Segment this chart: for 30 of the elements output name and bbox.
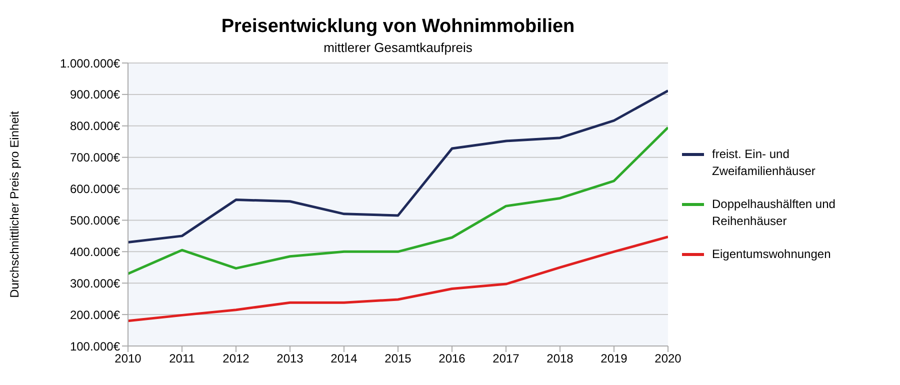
legend-label: freist. Ein- und Zweifamilienhäuser bbox=[712, 146, 816, 180]
chart-title: Preisentwicklung von Wohnimmobilien bbox=[220, 15, 576, 38]
legend-label: Eigentumswohnungen bbox=[712, 246, 831, 263]
y-axis-title: Durchschnittlicher Preis pro Einheit bbox=[7, 110, 22, 298]
y-tick-label: 100.000€ bbox=[70, 339, 120, 354]
y-tick-label: 900.000€ bbox=[70, 88, 120, 102]
y-tick-label: 800.000€ bbox=[70, 119, 120, 134]
x-tick-label: 2020 bbox=[654, 352, 682, 366]
y-tick-label: 200.000€ bbox=[70, 308, 120, 322]
y-tick-label: 600.000€ bbox=[70, 182, 120, 196]
y-tick-label: 500.000€ bbox=[70, 213, 120, 228]
x-tick-label: 2011 bbox=[169, 352, 196, 366]
y-tick-label: 1.000.000€ bbox=[60, 56, 120, 70]
line-series bbox=[128, 89, 668, 244]
y-tick-label: 300.000€ bbox=[70, 276, 120, 290]
line-series bbox=[128, 236, 668, 322]
x-tick-label: 2015 bbox=[384, 352, 412, 366]
line-series bbox=[128, 126, 668, 275]
x-tick-label: 2012 bbox=[222, 352, 250, 366]
x-tick-label: 2010 bbox=[114, 352, 142, 366]
y-tick-label: 700.000€ bbox=[70, 150, 120, 165]
x-tick-label: 2018 bbox=[546, 352, 574, 366]
y-tick-label: 400.000€ bbox=[70, 244, 120, 259]
x-tick-label: 2017 bbox=[492, 352, 520, 366]
x-tick-label: 2019 bbox=[600, 352, 628, 366]
x-tick-label: 2016 bbox=[438, 352, 466, 366]
x-tick-label: 2013 bbox=[276, 352, 304, 366]
chart-subtitle: mittlerer Gesamtkaufpreis bbox=[322, 40, 474, 55]
legend-label: Doppelhaushälften und Reihenhäuser bbox=[712, 196, 836, 230]
x-tick-label: 2014 bbox=[330, 352, 358, 366]
